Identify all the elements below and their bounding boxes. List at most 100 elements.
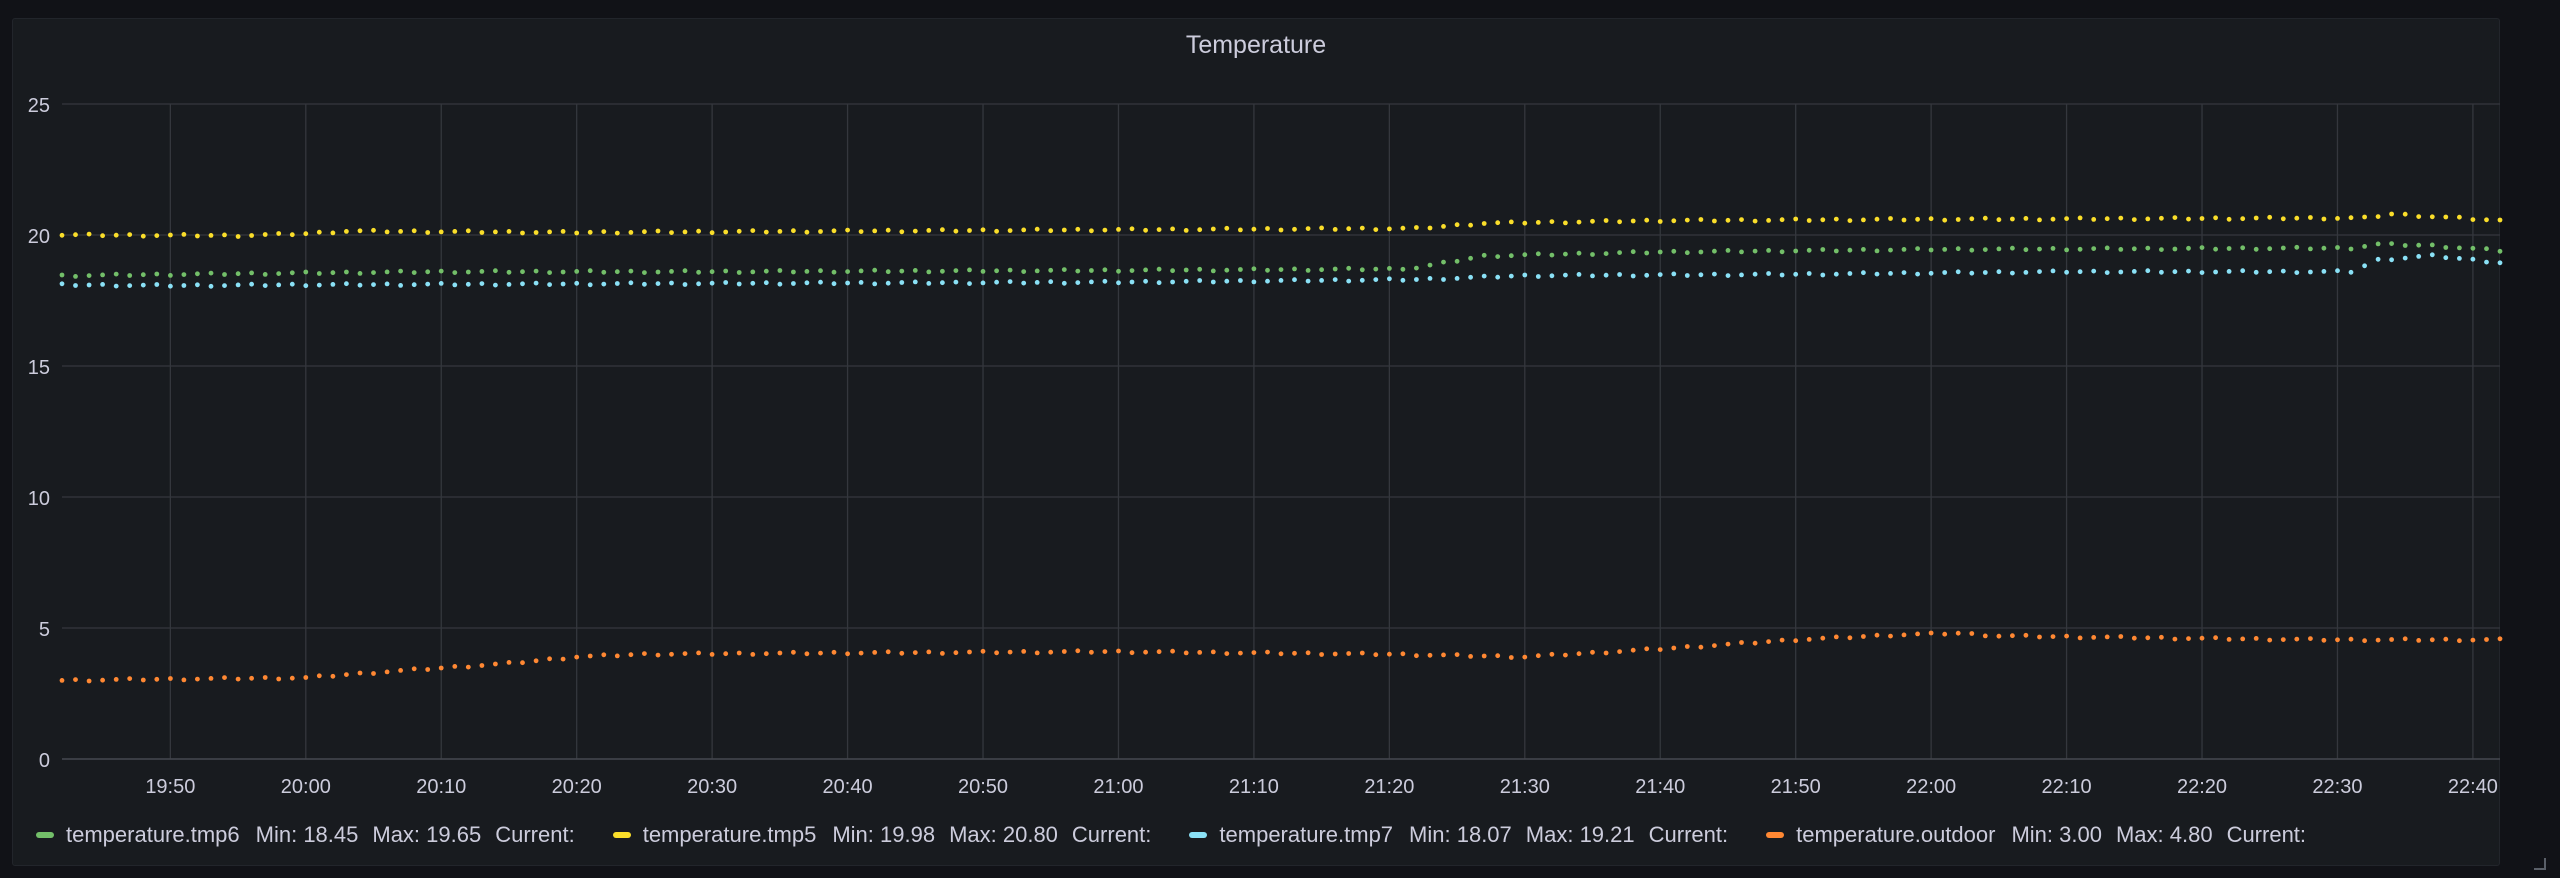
data-point	[2104, 634, 2110, 640]
legend-max: Max: 19.21	[1525, 822, 1635, 847]
data-point	[2226, 216, 2232, 222]
data-point	[912, 228, 918, 234]
data-point	[493, 268, 498, 274]
data-point	[2037, 269, 2042, 274]
data-point	[168, 676, 173, 681]
data-point	[1657, 219, 1663, 224]
data-point	[2159, 634, 2164, 640]
legend-item[interactable]: temperature.tmp7 Min: 18.07 Max: 19.21 Curr…	[1189, 822, 1742, 848]
data-point	[1942, 631, 1948, 637]
data-point	[1725, 217, 1731, 223]
data-point	[2416, 638, 2422, 643]
data-point	[1833, 216, 1839, 222]
data-point	[1495, 653, 1501, 659]
data-point	[2159, 269, 2164, 275]
data-point	[1143, 227, 1148, 233]
y-tick-label: 15	[28, 357, 50, 379]
data-point	[2443, 636, 2449, 642]
data-point	[1332, 277, 1338, 282]
data-point	[2240, 268, 2246, 274]
data-point	[736, 650, 742, 656]
data-point	[2240, 216, 2246, 222]
data-point	[2064, 269, 2070, 275]
data-point	[384, 281, 390, 287]
panel-title[interactable]: Temperature	[1185, 31, 1327, 59]
data-point	[2362, 214, 2368, 220]
data-point	[303, 231, 309, 237]
series-temperature.outdoor	[59, 630, 2503, 684]
data-point	[1617, 649, 1622, 654]
data-point	[208, 283, 214, 289]
data-point	[73, 274, 78, 279]
legend-item[interactable]: temperature.outdoor Min: 3.00 Max: 4.80 Cur…	[1766, 822, 2320, 848]
data-point	[1305, 226, 1311, 232]
legend-item[interactable]: temperature.tmp5 Min: 19.98 Max: 20.80 Curr…	[612, 822, 1166, 848]
data-point	[1603, 272, 1609, 278]
data-point	[1996, 217, 2002, 223]
data-point	[2037, 634, 2042, 640]
data-point	[208, 270, 214, 276]
data-point	[940, 651, 945, 656]
data-point	[330, 230, 336, 236]
x-tick-label: 22:40	[2448, 776, 2498, 798]
data-point	[560, 281, 566, 287]
data-point	[249, 281, 255, 287]
data-point	[1861, 270, 1866, 276]
data-point	[127, 273, 133, 278]
data-point	[682, 651, 688, 656]
data-point	[1116, 227, 1121, 232]
data-point	[2253, 636, 2259, 641]
legend-current: Current:	[1648, 822, 1729, 847]
data-point	[2253, 215, 2259, 221]
data-point	[994, 279, 999, 285]
data-point	[1400, 266, 1406, 272]
data-point	[1847, 247, 1853, 253]
data-point	[1427, 276, 1433, 281]
data-point	[1441, 277, 1446, 282]
data-point	[2131, 635, 2137, 641]
data-point	[1563, 220, 1568, 226]
data-point	[1617, 250, 1622, 256]
data-point	[601, 652, 607, 658]
data-point	[818, 650, 823, 656]
data-point	[2199, 270, 2205, 275]
data-point	[438, 665, 444, 671]
data-point	[1210, 268, 1216, 274]
data-point	[1996, 269, 2002, 275]
legend-current: Current:	[495, 822, 575, 847]
data-point	[1508, 219, 1514, 225]
data-point	[2457, 214, 2462, 220]
data-point	[2159, 215, 2164, 221]
data-point	[411, 228, 417, 234]
data-point	[899, 229, 905, 235]
data-point	[140, 677, 146, 683]
data-point	[316, 229, 322, 235]
resize-handle[interactable]	[2534, 858, 2546, 870]
data-point	[2145, 268, 2151, 274]
data-point	[73, 283, 78, 288]
data-point	[967, 281, 972, 286]
data-point	[1468, 222, 1473, 228]
data-point	[2389, 241, 2395, 247]
data-point	[804, 651, 810, 657]
data-point	[1278, 227, 1284, 233]
data-point	[574, 654, 580, 660]
data-point	[1535, 274, 1541, 279]
data-point	[1278, 651, 1284, 657]
data-point	[2145, 245, 2151, 251]
data-point	[113, 283, 119, 289]
data-point	[1522, 272, 1528, 278]
data-point	[872, 228, 878, 234]
legend-item[interactable]: temperature.tmp6 Min: 18.45 Max: 19.65 Curr…	[36, 822, 589, 848]
y-tick-label: 20	[28, 226, 50, 248]
data-point	[1698, 272, 1704, 278]
y-tick-label: 25	[28, 95, 50, 117]
data-point	[1901, 270, 1907, 275]
data-point	[926, 281, 932, 286]
data-point	[1955, 246, 1961, 252]
data-point	[2335, 268, 2340, 274]
data-point	[2294, 270, 2300, 275]
data-point	[2335, 637, 2340, 643]
data-point	[2159, 247, 2164, 253]
data-point	[1820, 217, 1826, 223]
